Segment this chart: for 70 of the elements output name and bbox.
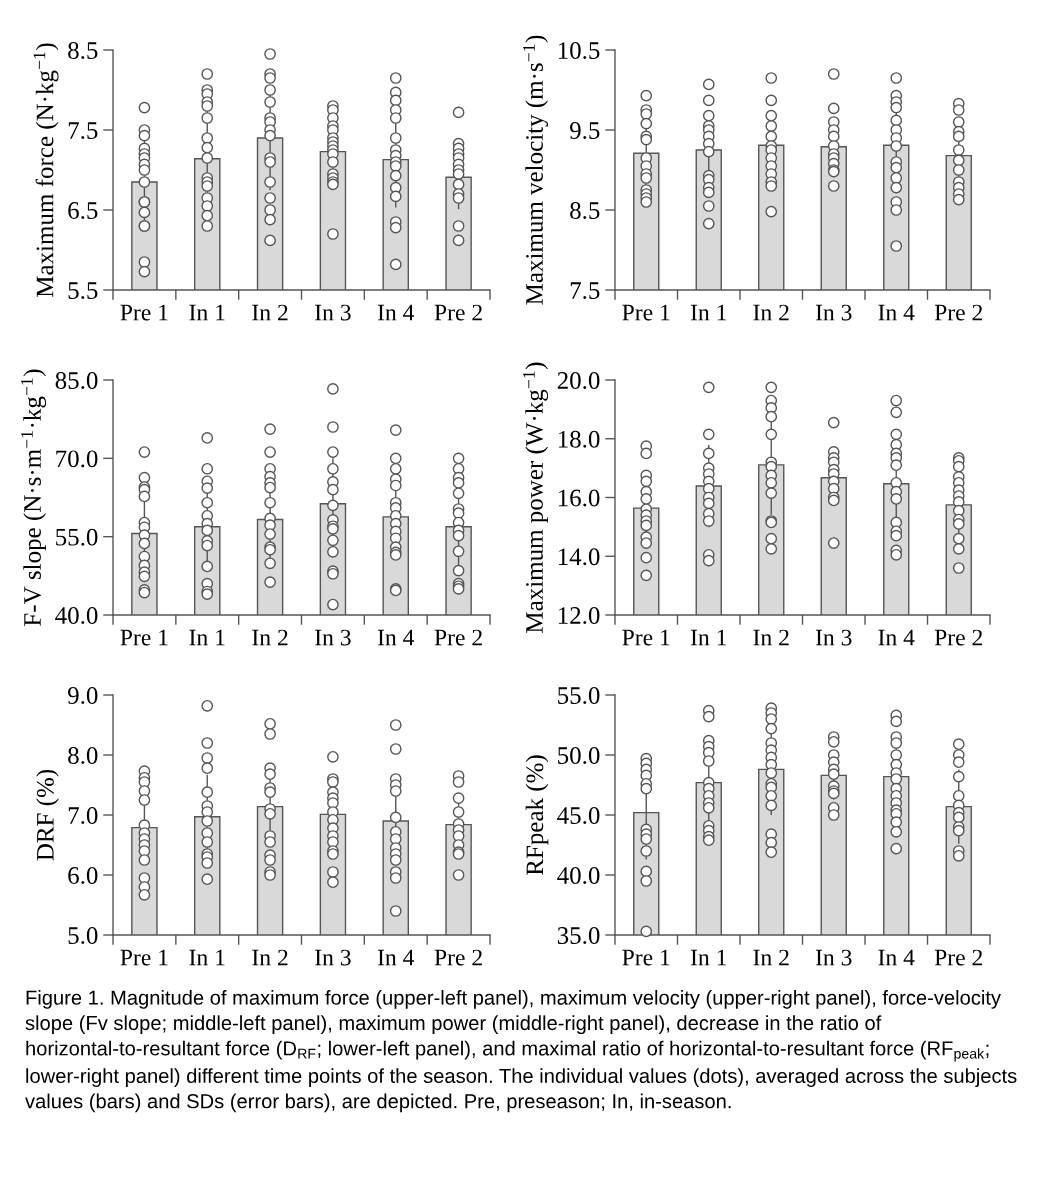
x-tick-label: In 4 (878, 304, 915, 321)
y-axis-title: Maximum power (W·kg$^{−1}$) (523, 362, 549, 633)
y-tick-label: 9.0 (67, 687, 98, 705)
x-tick-label: Pre 2 (434, 304, 482, 321)
y-tick-label: 40.0 (55, 607, 98, 625)
x-tick-label: In 2 (252, 629, 288, 646)
y-tick-label: 14.0 (558, 548, 600, 566)
x-tick-label: In 4 (878, 949, 915, 966)
x-tick-label: Pre 2 (434, 949, 482, 966)
x-tick-label: Pre 1 (120, 629, 168, 646)
y-tick-label: 40.0 (557, 867, 600, 885)
x-tick-label: In 4 (377, 304, 415, 321)
y-tick-label: 6.0 (68, 867, 98, 885)
x-tick-label: In 3 (815, 629, 852, 646)
y-tick-label: 12.0 (558, 607, 600, 625)
x-tick-label: In 1 (189, 304, 225, 321)
y-tick-label: 8.0 (68, 747, 98, 765)
x-tick-label: In 3 (315, 949, 351, 966)
y-axis-title: DRF (%) (36, 769, 59, 861)
x-tick-label: In 3 (315, 629, 351, 646)
y-tick-label: 55.0 (56, 528, 98, 546)
y-tick-label: 16.0 (558, 489, 600, 507)
y-tick-label: 55.0 (558, 687, 600, 705)
text: Figure 1. Magnitude of maximum force (upper-left panel), maximum velocity (upper-right panel), force-velocity slope (Fv slope; middle-left panel), maximum power (middle-right panel), decrease in the ratio of horizontal-to-resultant force (D$_{RF}$; lower-left panel), and maximal ratio of horizontal-to-resultant force (RF$_{peak}$; lower-right panel) different time points of the season. The individual values (dots), averaged across the subjects values (bars) and SDs (error bars), are depicted. Pre, preseason; In, in-season. (25, 990, 1017, 1113)
y-tick-label: 20.0 (557, 372, 600, 390)
y-tick-label: 45.0 (557, 807, 600, 825)
x-tick-label: Pre 1 (622, 949, 670, 966)
x-tick-label: In 1 (690, 629, 727, 646)
x-tick-label: In 4 (377, 629, 415, 646)
y-axis-title: Maximum force (N·kg$^{−1}$) (33, 43, 59, 298)
y-tick-label: 8.5 (68, 42, 98, 60)
x-tick-label: Pre 1 (120, 949, 168, 966)
x-tick-label: Pre 1 (622, 304, 670, 321)
x-tick-label: In 1 (189, 629, 225, 646)
y-tick-label: 85.0 (55, 372, 98, 390)
x-tick-label: In 2 (252, 949, 288, 966)
x-tick-label: In 3 (315, 304, 351, 321)
y-tick-label: 70.0 (56, 450, 98, 468)
y-tick-label: 18.0 (558, 430, 600, 448)
y-tick-label: 6.5 (68, 202, 98, 220)
y-axis-title: F-V slope (N·s·m$^{−1}$·kg$^{−1}$) (21, 369, 47, 626)
y-tick-label: 10.5 (558, 42, 600, 60)
y-tick-label: 8.5 (570, 202, 600, 220)
x-tick-label: In 2 (753, 949, 789, 966)
y-tick-label: 35.0 (557, 927, 600, 945)
x-tick-label: In 1 (690, 304, 727, 321)
x-tick-label: In 2 (252, 304, 288, 321)
y-tick-label: 5.5 (68, 282, 98, 300)
y-tick-label: 7.0 (68, 807, 98, 825)
x-tick-label: In 3 (815, 304, 852, 321)
x-tick-label: Pre 1 (120, 304, 168, 321)
x-tick-label: In 1 (690, 949, 727, 966)
y-axis-title: Maximum velocity (m·s$^{−1}$) (523, 35, 549, 305)
y-tick-label: 7.5 (570, 282, 600, 300)
x-tick-label: In 2 (753, 304, 789, 321)
x-tick-label: Pre 2 (934, 949, 983, 966)
x-tick-label: In 4 (377, 949, 415, 966)
y-tick-label: 7.5 (68, 122, 98, 140)
x-tick-label: Pre 2 (434, 629, 482, 646)
x-tick-label: Pre 2 (934, 629, 983, 646)
x-tick-label: In 4 (878, 629, 915, 646)
x-tick-label: Pre 1 (622, 629, 670, 646)
x-tick-label: In 2 (753, 629, 789, 646)
x-tick-label: In 3 (815, 949, 852, 966)
y-tick-label: 50.0 (558, 747, 600, 765)
y-axis-title: RFpeak (%) (525, 755, 549, 876)
x-tick-label: In 1 (189, 949, 225, 966)
y-tick-label: 9.5 (569, 122, 600, 140)
y-tick-label: 5.0 (68, 927, 98, 945)
x-tick-label: Pre 2 (934, 304, 983, 321)
